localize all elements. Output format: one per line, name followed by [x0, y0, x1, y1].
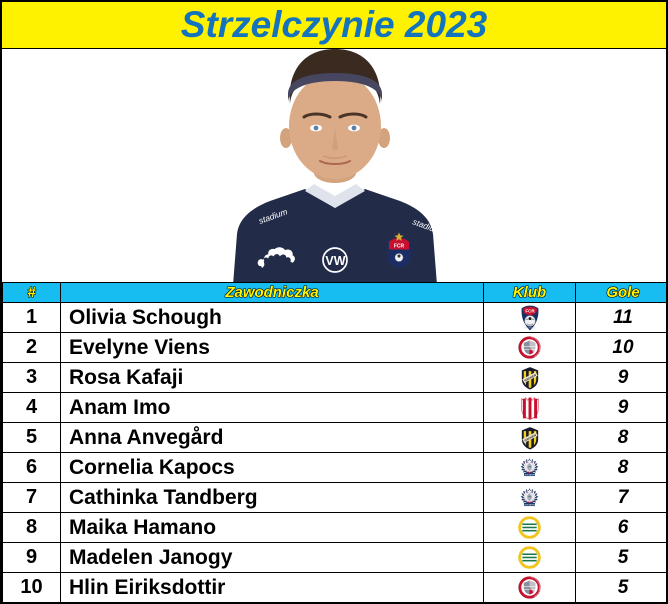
svg-text:FCR: FCR: [394, 243, 405, 249]
svg-text:VW: VW: [325, 254, 345, 268]
